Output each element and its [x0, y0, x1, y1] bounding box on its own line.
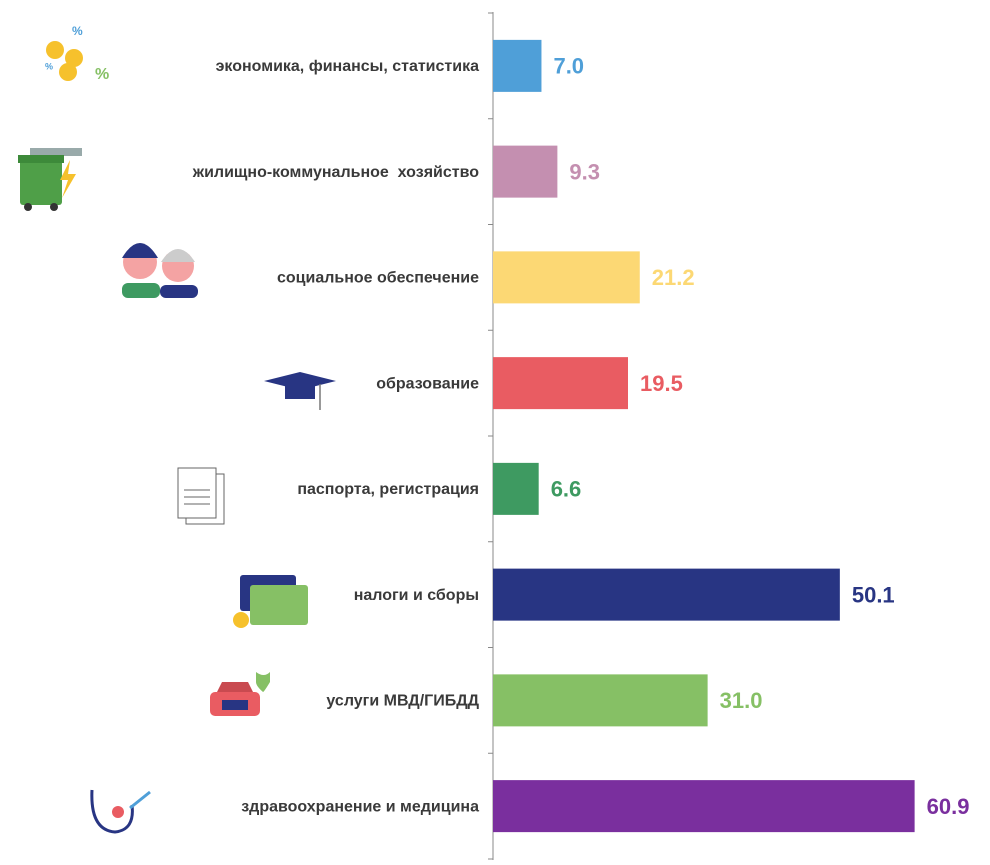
icon-documents [178, 468, 224, 524]
category-label: услуги МВД/ГИБДД [326, 693, 479, 710]
category-label: социальное обеспечение [277, 270, 479, 287]
category-label: здравоохранение и медицина [241, 798, 479, 815]
value-label: 60.9 [927, 794, 970, 819]
icon-taxes [233, 575, 308, 628]
bar [493, 357, 628, 409]
value-label: 50.1 [852, 582, 895, 607]
value-label: 21.2 [652, 265, 695, 290]
svg-text:%: % [72, 24, 83, 38]
value-label: 19.5 [640, 371, 683, 396]
category-label: паспорта, регистрация [297, 481, 479, 498]
category-label: жилищно-коммунальное хозяйство [192, 164, 480, 181]
value-label: 6.6 [551, 477, 582, 502]
bar [493, 40, 541, 92]
bar [493, 146, 557, 198]
icon-housing [18, 148, 82, 211]
category-label: экономика, финансы, статистика [216, 58, 480, 75]
value-label: 9.3 [569, 159, 600, 184]
bar [493, 780, 915, 832]
chart: %%% экономика, финансы, ста [0, 0, 990, 865]
category-label: налоги и сборы [354, 587, 479, 604]
icon-medicine [92, 790, 150, 832]
bar [493, 251, 640, 303]
category-label: образование [376, 375, 479, 392]
icon-finance: %%% [45, 24, 109, 83]
svg-text:%: % [45, 61, 53, 71]
bar [493, 674, 708, 726]
svg-text:%: % [95, 66, 109, 83]
bar [493, 569, 840, 621]
icon-education [264, 372, 336, 410]
icon-police [210, 672, 270, 716]
value-label: 7.0 [553, 54, 584, 79]
bar [493, 463, 539, 515]
value-label: 31.0 [720, 688, 763, 713]
icon-social [122, 243, 198, 298]
